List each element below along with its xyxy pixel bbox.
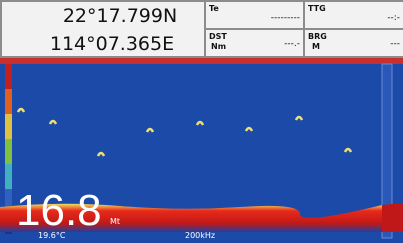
water-temperature: 19.6°C (38, 231, 66, 240)
field-label: BRG (308, 32, 327, 41)
field-label: TTG (308, 4, 326, 13)
surface-line (0, 58, 403, 64)
field-value: --:- (387, 13, 400, 23)
field-label: DST (209, 32, 227, 41)
depth-unit: Mt (110, 217, 120, 226)
field-value: --------- (271, 13, 300, 23)
longitude: 114°07.365E (50, 33, 174, 55)
field-unit: M (312, 42, 320, 51)
field-unit: Nm (211, 42, 226, 51)
depth-reading: 16.8 (16, 186, 102, 235)
frequency: 200kHz (185, 231, 215, 240)
field-label: Te (209, 4, 219, 13)
fishfinder-screen: 22°17.799N 114°07.365E Te --------- TTG … (0, 0, 403, 243)
latitude: 22°17.799N (63, 5, 177, 27)
field-value: ---.- (284, 39, 300, 49)
seabed-echo (382, 203, 403, 232)
field-value: --- (390, 39, 400, 49)
